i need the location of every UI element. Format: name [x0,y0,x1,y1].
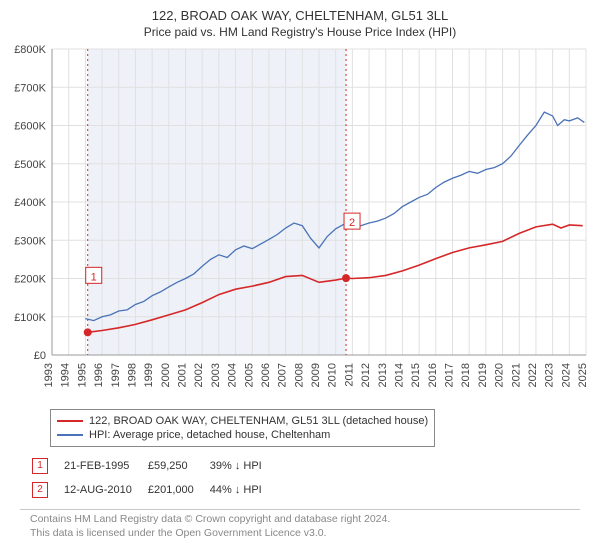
txn-date: 12-AUG-2010 [64,479,146,501]
svg-text:£300K: £300K [14,235,46,247]
svg-text:2012: 2012 [360,363,372,387]
txn-pct: 44% ↓ HPI [210,479,276,501]
svg-text:2024: 2024 [560,363,572,387]
transactions-table: 1 21-FEB-1995 £59,250 39% ↓ HPI 2 12-AUG… [30,453,278,503]
svg-text:1995: 1995 [76,363,88,387]
svg-text:£800K: £800K [14,44,46,56]
svg-text:2009: 2009 [310,363,322,387]
svg-text:2008: 2008 [293,363,305,387]
svg-text:2021: 2021 [510,363,522,387]
legend-swatch [57,420,83,422]
svg-text:2003: 2003 [210,363,222,387]
svg-text:2002: 2002 [193,363,205,387]
svg-text:£500K: £500K [14,159,46,171]
footer-line: This data is licensed under the Open Gov… [30,526,580,540]
svg-text:2005: 2005 [243,363,255,387]
svg-text:£400K: £400K [14,197,46,209]
svg-text:1997: 1997 [110,363,122,387]
txn-price: £59,250 [148,455,208,477]
legend-label: HPI: Average price, detached house, Chel… [89,429,330,441]
svg-text:£200K: £200K [14,274,46,286]
svg-text:2013: 2013 [377,363,389,387]
chart-container: { "header": { "title": "122, BROAD OAK W… [0,0,600,540]
svg-text:2025: 2025 [577,363,589,387]
divider [20,509,580,510]
svg-text:2010: 2010 [327,363,339,387]
chart-subtitle: Price paid vs. HM Land Registry's House … [10,25,590,39]
svg-text:1996: 1996 [93,363,105,387]
svg-text:1994: 1994 [60,363,72,387]
line-chart: £0 £100K £200K £300K £400K £500K £600K £700K £80… [0,43,600,403]
svg-text:2011: 2011 [343,363,355,387]
footer-line: Contains HM Land Registry data © Crown c… [30,512,580,526]
txn-date: 21-FEB-1995 [64,455,146,477]
txn-pct: 39% ↓ HPI [210,455,276,477]
table-row: 2 12-AUG-2010 £201,000 44% ↓ HPI [32,479,276,501]
svg-text:2015: 2015 [410,363,422,387]
svg-text:2023: 2023 [544,363,556,387]
svg-text:2017: 2017 [444,363,456,387]
svg-text:2016: 2016 [427,363,439,387]
svg-text:2014: 2014 [393,363,405,387]
txn-price: £201,000 [148,479,208,501]
svg-text:2001: 2001 [177,363,189,387]
svg-text:£100K: £100K [14,312,46,324]
legend-row: 122, BROAD OAK WAY, CHELTENHAM, GL51 3LL… [57,414,428,428]
svg-text:2022: 2022 [527,363,539,387]
svg-text:2019: 2019 [477,363,489,387]
svg-text:2: 2 [349,217,355,229]
marker-badge: 2 [32,482,48,498]
svg-text:1998: 1998 [126,363,138,387]
svg-text:2020: 2020 [494,363,506,387]
svg-text:2018: 2018 [460,363,472,387]
legend-row: HPI: Average price, detached house, Chel… [57,428,428,442]
svg-text:£700K: £700K [14,82,46,94]
marker-badge: 1 [32,458,48,474]
svg-text:1993: 1993 [43,363,55,387]
footer: Contains HM Land Registry data © Crown c… [30,512,580,540]
svg-text:2004: 2004 [227,363,239,387]
svg-text:£0: £0 [34,350,46,362]
svg-text:1: 1 [91,271,97,283]
legend-swatch [57,434,83,436]
svg-text:2007: 2007 [277,363,289,387]
legend-label: 122, BROAD OAK WAY, CHELTENHAM, GL51 3LL… [89,415,428,427]
chart-title: 122, BROAD OAK WAY, CHELTENHAM, GL51 3LL [10,8,590,23]
svg-text:2006: 2006 [260,363,272,387]
svg-text:£600K: £600K [14,121,46,133]
legend: 122, BROAD OAK WAY, CHELTENHAM, GL51 3LL… [50,409,435,447]
chart-titles: 122, BROAD OAK WAY, CHELTENHAM, GL51 3LL… [0,0,600,43]
svg-text:1999: 1999 [143,363,155,387]
svg-text:2000: 2000 [160,363,172,387]
table-row: 1 21-FEB-1995 £59,250 39% ↓ HPI [32,455,276,477]
